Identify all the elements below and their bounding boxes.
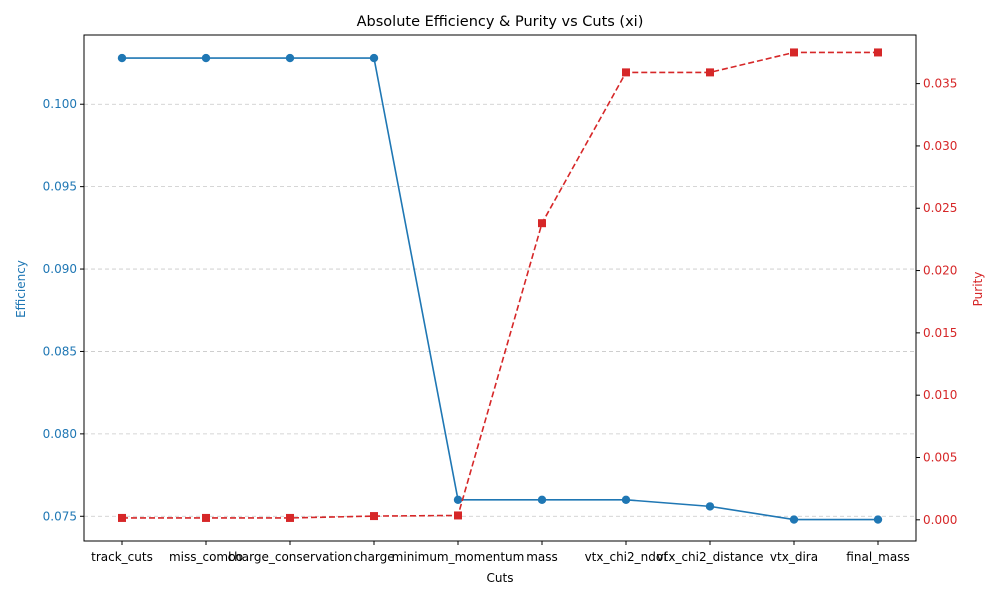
- x-axis-tick-label: vtx_dira: [770, 550, 818, 564]
- efficiency-data-point: [117, 53, 127, 63]
- purity-data-point: [790, 48, 798, 57]
- right-axis-tick-label: 0.005: [923, 450, 957, 464]
- chart-title: Absolute Efficiency & Purity vs Cuts (xi…: [357, 14, 644, 30]
- x-axis-label: Cuts: [487, 571, 514, 585]
- left-axis-tick-label: 0.080: [43, 427, 77, 441]
- x-axis-tick-label: vtx_chi2_distance: [657, 550, 764, 564]
- efficiency-data-point: [537, 495, 547, 504]
- x-axis-tick-label: minimum_momentum: [392, 550, 525, 564]
- efficiency-data-point: [789, 515, 799, 524]
- right-axis-label: Purity: [971, 272, 985, 307]
- left-axis-label: Efficiency: [14, 260, 28, 318]
- purity-data-point: [538, 219, 546, 228]
- efficiency-data-point: [705, 502, 715, 511]
- purity-series-line: [122, 51, 878, 519]
- right-axis-tick-label: 0.010: [923, 388, 957, 402]
- x-axis-tick-label: track_cuts: [91, 550, 153, 564]
- purity-data-point: [202, 513, 210, 522]
- plot-frame: [83, 34, 917, 542]
- x-axis-tick-label: charge_conservation: [228, 550, 353, 564]
- left-axis-tick-label: 0.095: [43, 180, 77, 194]
- x-axis-tick-label: miss_combo: [169, 550, 243, 564]
- efficiency-data-point: [453, 495, 463, 504]
- right-axis-tick-label: 0.025: [923, 201, 957, 215]
- purity-data-point: [370, 512, 378, 521]
- axis-layer: 0.075 0.080 0.085 0.090 0.095 0.100 0.000 0.005…: [43, 77, 958, 564]
- purity-data-point: [286, 513, 294, 522]
- x-axis-tick-label: mass: [526, 550, 558, 564]
- purity-data-point: [118, 513, 126, 522]
- purity-data-point: [874, 48, 882, 57]
- left-axis-tick-label: 0.075: [43, 509, 77, 523]
- right-axis-tick-label: 0.030: [923, 139, 957, 153]
- series-layer: [117, 48, 883, 524]
- left-axis-tick-label: 0.100: [43, 97, 77, 111]
- purity-data-point: [454, 511, 462, 520]
- x-axis-tick-label: vtx_chi2_ndof: [585, 550, 669, 564]
- efficiency-data-point: [621, 495, 631, 504]
- efficiency-data-point: [285, 53, 295, 63]
- efficiency-data-point: [369, 53, 379, 63]
- x-axis-tick-label: final_mass: [846, 550, 909, 564]
- right-axis-tick-label: 0.035: [923, 77, 957, 91]
- purity-data-point: [706, 68, 714, 77]
- right-axis-tick-label: 0.015: [923, 326, 957, 340]
- right-axis-tick-label: 0.020: [923, 264, 957, 278]
- x-axis-tick-label: charge: [353, 550, 394, 564]
- left-axis-tick-label: 0.085: [43, 344, 77, 358]
- purity-data-point: [622, 68, 630, 77]
- left-axis-tick-label: 0.090: [43, 262, 77, 276]
- efficiency-data-point: [201, 53, 211, 63]
- efficiency-series-line: [122, 57, 878, 521]
- right-axis-tick-label: 0.000: [923, 513, 957, 527]
- efficiency-data-point: [873, 515, 883, 524]
